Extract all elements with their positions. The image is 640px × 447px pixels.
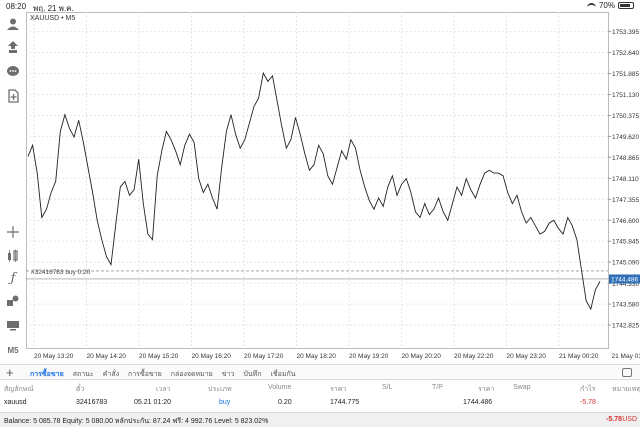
header-col-11: หมายเหตุ [612,386,640,393]
cell-price: 1744.486 [463,399,493,406]
status-bar: 08:20 พฤ. 21 พ.ค. 70% [0,0,640,13]
tab-7[interactable]: เชื่อมกัน [270,371,296,378]
header-col-5: ราคา [330,386,347,393]
cell-open-price: 1744.775 [330,399,360,406]
settings-icon[interactable] [622,368,632,377]
y-tick-label: 1748.865 [612,155,639,162]
x-tick-label: 20 May 22:20 [454,353,494,360]
x-tick-label: 20 May 14:20 [87,353,127,360]
x-tick-label: 20 May 20:20 [402,353,442,360]
x-tick-label: 20 May 23:20 [507,353,547,360]
cell-symbol: xauusd [4,399,27,406]
objects-icon[interactable] [5,293,21,309]
current-price-badge [609,274,640,284]
tab-5[interactable]: ข่าว [221,371,235,378]
header-col-8: ราคา [478,386,495,393]
balance-currency: USD [622,416,637,423]
x-tick-label: 20 May 18:20 [297,353,337,360]
trade-table-header: สัญลักษณ์ ตั๋ว เวลา ประเภท Volume ราคา S/L T/P ร… [0,381,640,395]
header-col-1: ตั๋ว [76,386,85,393]
indicators-icon[interactable] [5,248,21,264]
header-col-0: สัญลักษณ์ [4,386,34,393]
current-price-label: 1744.486 [611,276,638,283]
y-tick-label: 1743.580 [612,302,639,309]
x-tick-label: 20 May 13:20 [34,353,74,360]
y-tick-label: 1749.620 [612,134,639,141]
x-tick-label: 20 May 19:20 [349,353,389,360]
x-tick-label: 21 May 00:20 [559,353,599,360]
balance-bar: Balance: 5 085.78 Equity: 5 080.00 หลักป… [0,412,640,427]
cell-profit: -5.78 [580,399,596,406]
header-col-9: Swap [513,384,531,391]
function-icon[interactable]: ƒ [10,270,16,286]
header-col-4: Volume [268,384,292,391]
cell-type: buy [219,399,231,406]
cell-volume: 0.20 [278,399,292,406]
header-col-6: S/L [382,384,393,391]
header-col-3: ประเภท [208,386,232,393]
new-document-icon[interactable] [5,88,21,104]
x-tick-label: 20 May 15:20 [139,353,179,360]
cell-time: 05.21 01:20 [134,399,171,406]
price-series-line [27,71,601,311]
trade-arrows-icon[interactable] [5,39,21,55]
x-tick-label: 20 May 17:20 [244,353,284,360]
add-icon[interactable]: + [6,365,14,380]
status-time: 08:20 [6,2,27,11]
y-tick-label: 1747.355 [612,197,639,204]
tab-6[interactable]: บันทึก [243,371,262,378]
chart-canvas: 1753.395 1752.640 1751.885 1751.130 1750.375… [26,12,640,360]
plot-frame [26,12,609,349]
y-tick-label: 1752.640 [612,50,639,57]
wifi-icon [586,2,596,9]
crosshair-icon[interactable] [5,224,21,240]
y-tick-label: 1751.130 [612,92,639,99]
toolbox-tabbar: + การซื้อขาย สถานะ คำสั่ง การซื้อขาย กล่องจด… [0,364,640,380]
y-tick-label: 1745.845 [612,239,639,246]
toolbox-tabs: การซื้อขาย สถานะ คำสั่ง การซื้อขาย กล่องจดหม… [30,369,296,380]
status-right: 70% [586,1,634,10]
y-tick-label: 1744.330 [612,281,639,288]
y-tick-label: 1745.090 [612,260,639,267]
templates-icon[interactable] [5,317,21,333]
battery-icon [618,2,634,9]
tab-3[interactable]: การซื้อขาย [128,371,162,378]
y-tick-label: 1750.375 [612,113,639,120]
timeframe-button[interactable]: M5 [7,345,19,355]
tab-1[interactable]: สถานะ [72,371,94,378]
tab-2[interactable]: คำสั่ง [102,371,120,378]
tab-0[interactable]: การซื้อขาย [30,371,64,378]
cell-ticket: 32416783 [76,399,108,406]
x-tick-label: 20 May 16:20 [192,353,232,360]
price-chart[interactable]: 1753.395 1752.640 1751.885 1751.130 1750.375… [26,12,640,364]
chat-icon[interactable] [5,64,21,80]
left-toolbar: ƒ M5 [0,12,26,364]
y-tick-label: 1753.395 [612,29,639,36]
x-tick-label: 21 May 01:20 [612,353,640,360]
header-col-10: กำไร [580,386,596,393]
order-line-label: #32416783 buy 0.20 [31,269,91,276]
table-row[interactable]: xauusd 32416783 05.21 01:20 buy 0.20 174… [0,396,640,410]
battery-percent: 70% [598,1,615,10]
y-tick-label: 1751.885 [612,71,639,78]
account-icon[interactable] [5,16,21,32]
y-tick-label: 1746.600 [612,218,639,225]
balance-total-profit: -5.78 [606,416,622,423]
header-col-7: T/P [432,384,443,391]
y-tick-label: 1748.110 [612,176,639,183]
tab-4[interactable]: กล่องจดหมาย [170,371,213,378]
header-col-2: เวลา [156,386,171,393]
chart-symbol-label: XAUUSD • M5 [30,15,76,22]
status-date: พฤ. 21 พ.ค. [33,4,74,13]
y-tick-label: 1742.825 [612,323,639,330]
balance-text: Balance: 5 085.78 Equity: 5 080.00 หลักป… [4,418,269,425]
